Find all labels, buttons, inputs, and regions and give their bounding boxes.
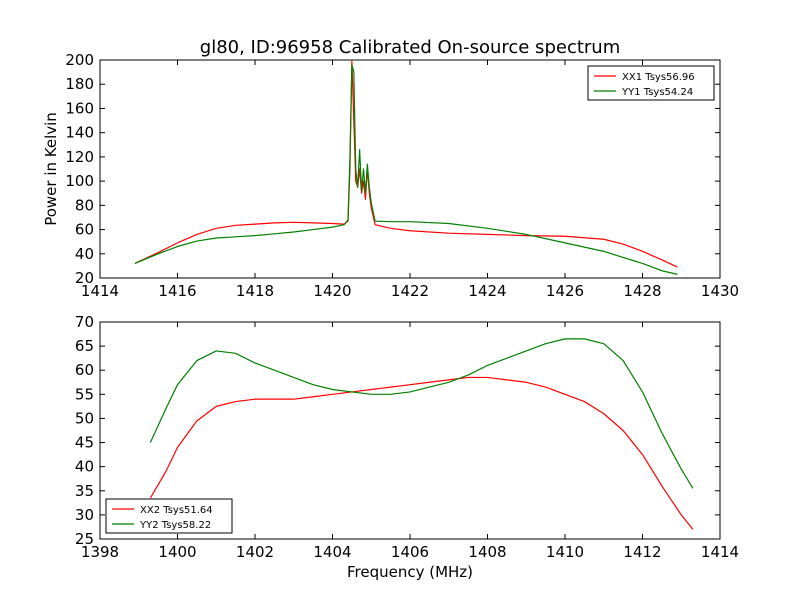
- series-line-2: [149, 338, 694, 489]
- y-tick-label: 25: [75, 530, 94, 548]
- legend-entry-1: XX2 Tsys51.64: [140, 505, 213, 516]
- y-tick-label: 40: [75, 458, 94, 476]
- x-tick-label: 1406: [391, 543, 429, 561]
- y-axis-label: Power in Kelvin: [42, 112, 60, 226]
- y-tick-label: 65: [75, 337, 94, 355]
- y-tick-label: 60: [75, 221, 94, 239]
- x-tick-label: 1398: [81, 543, 119, 561]
- top-spectrum-panel: 1414 1416 1418 1420 1422 1424 1426 1428 1430 20 40…: [42, 51, 739, 300]
- chart-title: gl80, ID:96958 Calibrated On-source spec…: [200, 37, 620, 58]
- x-tick-label: 1408: [468, 543, 506, 561]
- legend-entry-2: YY2 Tsys58.22: [139, 520, 211, 531]
- x-tick-label: 1404: [313, 543, 351, 561]
- series-line-1: [134, 60, 678, 268]
- x-tick-label: 1420: [313, 282, 351, 300]
- legend-entry-1: XX1 Tsys56.96: [622, 72, 695, 83]
- y-tick-label: 30: [75, 506, 94, 524]
- y-tick-label: 140: [65, 124, 94, 142]
- legend-box: [105, 498, 233, 534]
- y-tick-label: 120: [65, 148, 94, 166]
- y-tick-label: 50: [75, 409, 94, 427]
- legend-entry-2: YY1 Tsys54.24: [621, 87, 693, 98]
- y-tick-label: 55: [75, 385, 94, 403]
- y-tick-label: 160: [65, 99, 94, 117]
- y-tick-label: 60: [75, 361, 94, 379]
- y-tick-label: 70: [75, 313, 94, 331]
- series-line-2: [134, 64, 678, 275]
- y-tick-label: 100: [65, 172, 94, 190]
- x-tick-label: 1422: [391, 282, 429, 300]
- x-tick-label: 1418: [236, 282, 274, 300]
- legend-box: [587, 65, 715, 101]
- y-tick-label: 45: [75, 434, 94, 452]
- x-tick-label: 1412: [623, 543, 661, 561]
- x-tick-label: 1426: [546, 282, 584, 300]
- x-tick-label: 1430: [701, 282, 739, 300]
- x-tick-label: 1424: [468, 282, 506, 300]
- x-axis-label: Frequency (MHz): [347, 563, 473, 581]
- legend: XX1 Tsys56.96 YY1 Tsys54.24: [587, 65, 715, 101]
- bottom-spectrum-panel: 1398 1400 1402 1404 1406 1408 1410 1412 1414 25 30…: [75, 313, 739, 561]
- y-tick-label: 40: [75, 245, 94, 263]
- x-tick-label: 1400: [158, 543, 196, 561]
- x-tick-label: 1416: [158, 282, 196, 300]
- y-tick-label: 200: [65, 51, 94, 69]
- y-tick-label: 20: [75, 269, 94, 287]
- y-tick-label: 35: [75, 482, 94, 500]
- x-tick-label: 1414: [701, 543, 739, 561]
- x-tick-label: 1402: [236, 543, 274, 561]
- x-tick-label: 1410: [546, 543, 584, 561]
- x-tick-label: 1428: [623, 282, 661, 300]
- y-tick-label: 180: [65, 75, 94, 93]
- legend: XX2 Tsys51.64 YY2 Tsys58.22: [105, 498, 233, 534]
- y-tick-label: 80: [75, 196, 94, 214]
- series-line-1: [149, 376, 694, 530]
- x-tick-label: 1414: [81, 282, 119, 300]
